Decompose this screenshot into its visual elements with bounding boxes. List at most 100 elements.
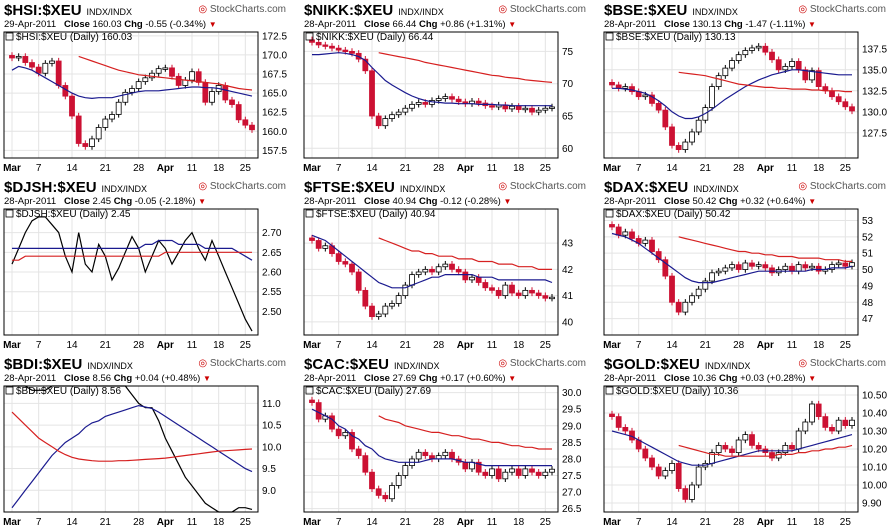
x-tick-label: 21 — [100, 163, 112, 173]
y-tick-label: 10.20 — [862, 445, 887, 456]
candle — [402, 107, 409, 113]
candle — [535, 292, 542, 297]
candle — [769, 267, 775, 274]
legend-label: $DJSH:$XEU (Daily) 2.45 — [16, 209, 131, 220]
series-line — [311, 408, 552, 467]
candle — [355, 448, 362, 457]
plot-frame — [3, 385, 259, 513]
candle — [429, 268, 435, 273]
candle — [375, 488, 382, 496]
x-tick-label: Apr — [157, 163, 174, 173]
candle — [315, 41, 322, 46]
x-tick-label: Mar — [3, 517, 21, 527]
candle — [609, 224, 615, 228]
x-tick-label: Mar — [303, 163, 321, 173]
series-line — [378, 52, 553, 83]
close-label: Close — [664, 19, 690, 30]
candle — [115, 101, 122, 115]
candle — [729, 448, 735, 453]
series-line — [378, 415, 552, 450]
series-line — [11, 216, 253, 332]
candle — [535, 471, 542, 476]
chg-value: +0.03 (+0.28%) — [740, 373, 806, 384]
candle — [415, 451, 422, 460]
candle — [455, 98, 462, 103]
series-line — [12, 239, 253, 261]
series-line — [11, 411, 253, 462]
x-tick-label: Mar — [603, 163, 621, 173]
chart-symbol: $GOLD:$XEU INDX/INDX — [604, 356, 750, 373]
legend-swatch — [305, 386, 314, 395]
brand-icon: ◎ — [498, 4, 510, 15]
candle — [642, 448, 649, 459]
candle — [362, 455, 369, 473]
x-tick-label: 14 — [66, 340, 78, 350]
y-tick-label: 2.65 — [262, 248, 282, 259]
candle — [542, 295, 549, 299]
x-tick-label: 25 — [240, 163, 252, 173]
close-value: 130.13 — [692, 19, 722, 30]
stockcharts-brand: ◎ StockCharts.com — [198, 358, 286, 369]
candle — [495, 289, 502, 297]
quote-date: 28-Apr-2011 — [304, 19, 357, 30]
candle — [649, 94, 655, 104]
candle — [649, 457, 655, 468]
candle — [849, 262, 855, 267]
candle — [415, 271, 422, 276]
y-tick-label: 2.60 — [262, 268, 282, 279]
brand-icon: ◎ — [798, 358, 810, 369]
candle — [389, 303, 395, 307]
x-tick-label: 11 — [487, 163, 498, 173]
candle — [729, 60, 735, 69]
series-line — [678, 236, 852, 262]
candle — [742, 434, 749, 441]
candle — [542, 471, 549, 476]
y-tick-label: 65 — [562, 112, 574, 123]
y-tick-label: 9.5 — [262, 464, 276, 475]
stockcharts-brand: ◎ StockCharts.com — [798, 181, 886, 192]
x-tick-label: 25 — [840, 163, 852, 173]
legend-swatch — [605, 209, 614, 218]
symbol-text: $NIKK:$XEU — [304, 2, 394, 19]
candle — [422, 268, 429, 273]
brand-icon: ◎ — [798, 4, 810, 15]
x-tick-label: 28 — [433, 163, 445, 173]
brand-text: StockCharts.com — [509, 358, 586, 369]
candle — [135, 81, 142, 89]
y-tick-label: 130.0 — [862, 107, 887, 118]
candle — [742, 50, 749, 56]
y-tick-label: 27.0 — [562, 488, 582, 499]
down-triangle-icon: ▼ — [202, 374, 211, 383]
plot-frame — [603, 385, 859, 513]
candle — [749, 47, 755, 51]
candle — [815, 70, 822, 87]
quote-line: 28-Apr-2011 Close 40.94 Chg -0.12 (-0.28… — [304, 196, 511, 207]
x-tick-label: 11 — [487, 517, 498, 527]
legend-swatch — [5, 32, 14, 41]
brand-text: StockCharts.com — [809, 4, 886, 15]
candle — [489, 287, 495, 291]
candle — [835, 419, 842, 432]
close-label: Close — [364, 196, 390, 207]
candle — [22, 56, 29, 63]
y-tick-label: 27.5 — [562, 471, 582, 482]
x-tick-label: 11 — [187, 517, 198, 527]
chg-value: -0.05 (-2.18%) — [134, 196, 196, 207]
candle — [222, 85, 229, 101]
y-tick-label: 11.0 — [262, 399, 281, 410]
candle — [549, 468, 555, 473]
candle — [689, 295, 695, 303]
y-tick-label: 70 — [562, 79, 574, 90]
candle — [535, 109, 542, 113]
candle — [715, 270, 722, 274]
plot-frame — [3, 208, 259, 336]
candle — [529, 289, 535, 294]
candle — [389, 114, 395, 119]
chart-symbol: $FTSE:$XEU INDX/INDX — [304, 179, 445, 196]
exchange-label: INDX/INDX — [692, 7, 738, 17]
y-tick-label: 137.5 — [862, 44, 887, 55]
series-line — [11, 404, 253, 509]
series-line — [11, 65, 253, 100]
candle — [435, 266, 442, 273]
candle — [835, 96, 842, 103]
